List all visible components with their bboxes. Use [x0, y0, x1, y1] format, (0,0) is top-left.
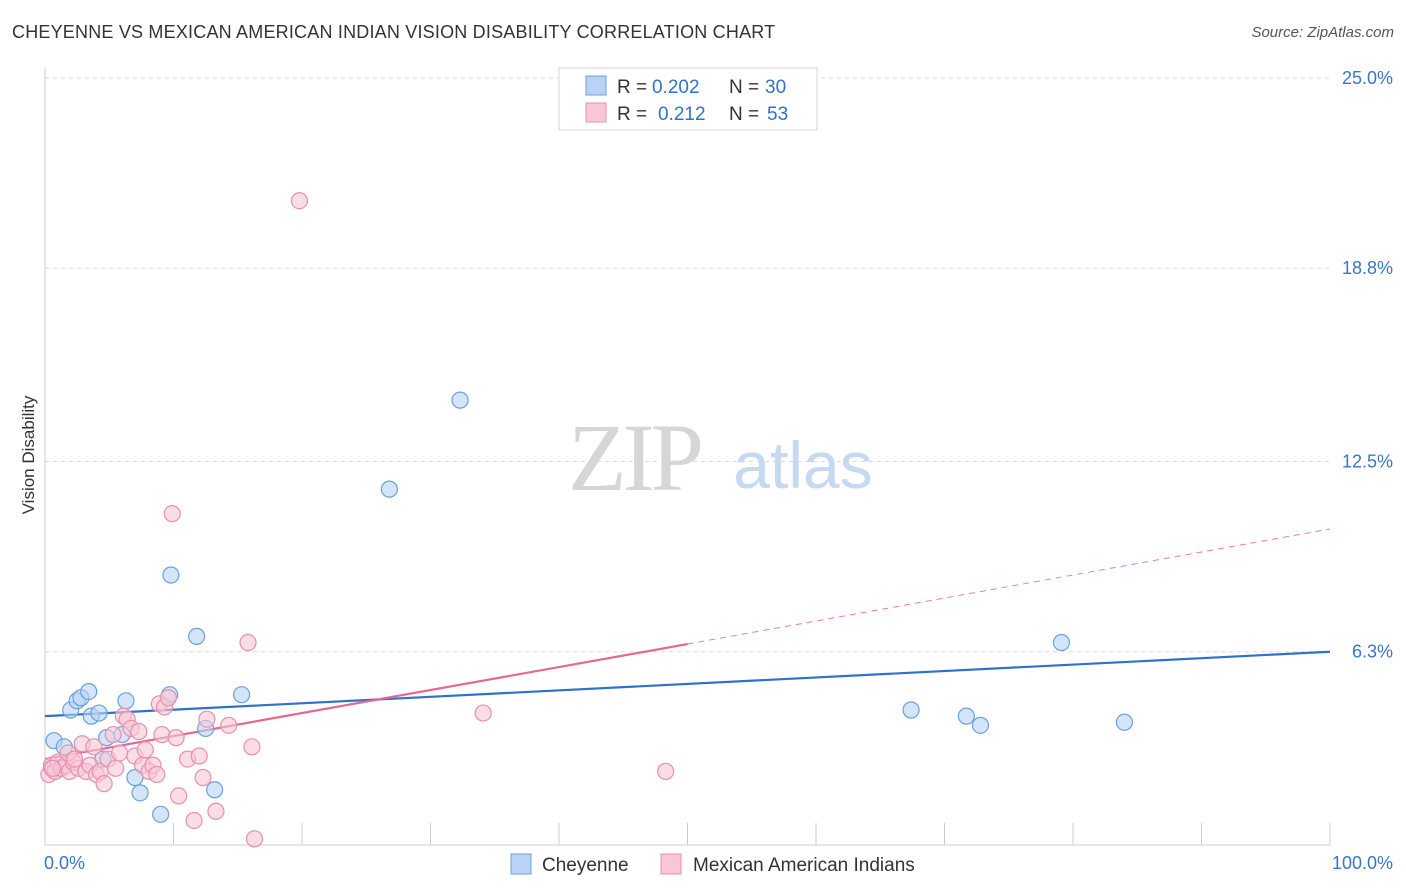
mexican-american-indians-point-40	[194, 768, 212, 787]
legend-swatch-mexican-american-indians	[585, 102, 607, 123]
mexican-american-indians-point-17	[104, 725, 122, 744]
cheyenne-point-29	[1115, 713, 1134, 731]
cheyenne-point-23	[380, 480, 398, 498]
legend-n-value-2: 53	[767, 104, 788, 125]
mexican-american-indians-point-43	[220, 716, 238, 734]
y-axis-label: Vision Disability	[19, 395, 38, 514]
mexican-american-indians-point-12	[85, 738, 103, 756]
legend-bottom: Cheyenne Mexican American Indians	[510, 853, 915, 876]
mexican-american-indians-point-52	[65, 750, 84, 768]
x-tick-label-0: 0.0%	[44, 853, 85, 873]
legend-bottom-label-cheyenne: Cheyenne	[542, 855, 629, 876]
legend-r-label-1: R =	[617, 77, 647, 98]
cheyenne-point-18	[162, 566, 180, 584]
mexican-american-indians-point-38	[185, 811, 203, 830]
mexican-american-indians-point-45	[243, 738, 261, 756]
chart-title: CHEYENNE VS MEXICAN AMERICAN INDIAN VISI…	[12, 22, 776, 42]
y-tick-label-1: 12.5%	[1342, 452, 1393, 472]
cheyenne-point-22	[233, 686, 251, 704]
y-tick-label-2: 18.8%	[1342, 258, 1393, 278]
trend-layer	[44, 528, 1331, 761]
legend-n-value-1: 30	[765, 77, 786, 98]
mexican-american-indians-point-49	[657, 762, 675, 780]
trend-line-solid-0	[44, 650, 1331, 718]
y-tick-labels: 6.3% 12.5% 18.8% 25.0%	[1342, 68, 1393, 662]
source-label: Source: ZipAtlas.com	[1251, 24, 1394, 41]
legend-r-label-2: R =	[617, 104, 647, 125]
mexican-american-indians-point-48	[474, 704, 492, 722]
watermark: ZIP atlas	[568, 404, 873, 511]
mexican-american-indians-point-35	[167, 729, 185, 747]
mexican-american-indians-point-47	[290, 192, 309, 210]
watermark-zip: ZIP	[568, 404, 701, 511]
cheyenne-point-7	[80, 682, 98, 701]
cheyenne-point-13	[117, 692, 135, 710]
trend-line-dashed-1	[687, 528, 1331, 645]
legend-r-value-2: 0.212	[658, 104, 706, 125]
cheyenne-point-15	[131, 784, 149, 802]
mexican-american-indians-point-41	[198, 710, 216, 728]
mexican-american-indians-point-18	[107, 759, 125, 777]
legend-swatch-cheyenne	[585, 75, 607, 96]
legend-bottom-swatch-cheyenne	[510, 853, 532, 875]
mexican-american-indians-point-44	[239, 633, 257, 652]
mexican-american-indians-point-26	[136, 741, 154, 759]
mexican-american-indians-point-33	[159, 689, 177, 707]
cheyenne-point-27	[971, 716, 990, 734]
legend-bottom-label-mexican-american-indians: Mexican American Indians	[693, 855, 915, 876]
mexican-american-indians-point-46	[245, 830, 264, 848]
cheyenne-point-16	[152, 805, 170, 823]
mexican-american-indians-point-31	[153, 725, 171, 744]
mexican-american-indians-point-29	[148, 765, 166, 784]
cheyenne-point-24	[451, 391, 469, 409]
grid-layer	[45, 77, 1330, 653]
y-tick-label-3: 25.0%	[1342, 68, 1393, 88]
points-layer	[40, 192, 1134, 848]
mexican-american-indians-point-36	[170, 787, 188, 805]
mexican-american-indians-point-34	[163, 505, 181, 523]
legend-r-value-1: 0.202	[652, 77, 700, 98]
cheyenne-point-26	[957, 707, 975, 725]
cheyenne-point-25	[902, 701, 920, 719]
mexican-american-indians-point-50	[44, 759, 62, 777]
cheyenne-point-14	[126, 768, 144, 787]
mexican-american-indians-point-19	[110, 744, 129, 762]
cheyenne-point-28	[1052, 633, 1071, 652]
legend-top: R = 0.202 N = 30 R = 0.212 N = 53	[558, 67, 818, 131]
legend-n-label-1: N =	[729, 77, 759, 98]
watermark-atlas: atlas	[733, 428, 872, 502]
cheyenne-point-9	[90, 704, 108, 722]
x-tick-labels: 0.0% 100.0%	[44, 853, 1393, 873]
mexican-american-indians-point-15	[95, 775, 113, 793]
cheyenne-point-19	[188, 627, 206, 645]
mexican-american-indians-point-42	[207, 802, 225, 820]
trend-line-solid-1	[44, 642, 688, 761]
cheyenne-point-21	[206, 781, 224, 799]
mexican-american-indians-point-39	[190, 747, 208, 765]
x-tick-label-1: 100.0%	[1332, 853, 1393, 873]
legend-n-label-2: N =	[729, 104, 759, 125]
y-tick-label-0: 6.3%	[1352, 642, 1393, 662]
legend-bottom-swatch-mexican-american-indians	[660, 853, 682, 875]
mexican-american-indians-point-24	[130, 722, 148, 741]
